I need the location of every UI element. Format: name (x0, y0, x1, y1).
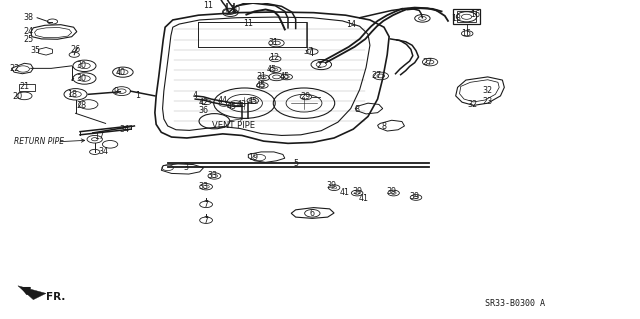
Text: 38: 38 (24, 13, 34, 22)
Text: 37: 37 (303, 47, 314, 56)
Text: FR.: FR. (46, 292, 65, 302)
Text: 1: 1 (135, 91, 140, 100)
Text: 14: 14 (346, 19, 356, 29)
Text: 7: 7 (204, 200, 209, 209)
Text: 22: 22 (9, 64, 19, 73)
Text: 45: 45 (256, 81, 266, 90)
Text: 39: 39 (410, 192, 420, 201)
Text: 41: 41 (358, 194, 369, 203)
Text: 19: 19 (248, 153, 258, 162)
Text: 21: 21 (19, 82, 29, 91)
Text: 7: 7 (204, 216, 209, 225)
Text: 45: 45 (248, 97, 258, 106)
Text: 24: 24 (24, 27, 34, 36)
Text: 27: 27 (371, 71, 381, 80)
Text: 10: 10 (230, 5, 241, 14)
Text: 20: 20 (13, 92, 23, 101)
Text: RETURN PIPE: RETURN PIPE (14, 137, 64, 146)
Text: 41: 41 (339, 188, 349, 197)
Text: 4: 4 (193, 91, 198, 100)
Text: 11: 11 (203, 1, 213, 10)
Text: 31: 31 (256, 72, 266, 81)
Text: 35: 35 (30, 46, 40, 55)
Text: 8: 8 (355, 105, 360, 114)
Text: 25: 25 (24, 35, 34, 44)
Text: 39: 39 (326, 181, 337, 190)
Text: 32: 32 (483, 86, 493, 95)
Text: 33: 33 (198, 182, 209, 191)
Text: SR33-B0300 A: SR33-B0300 A (485, 299, 545, 308)
Text: 39: 39 (352, 187, 362, 196)
Polygon shape (18, 286, 46, 300)
Text: 45: 45 (280, 72, 290, 81)
Text: 3: 3 (183, 163, 188, 172)
Text: 13: 13 (451, 14, 461, 24)
Text: 15: 15 (461, 29, 471, 38)
Text: 31: 31 (269, 38, 279, 47)
Text: 40: 40 (115, 68, 125, 77)
Text: 11: 11 (243, 19, 253, 28)
Text: 45: 45 (267, 65, 277, 74)
Text: 29: 29 (301, 92, 311, 101)
Text: 45: 45 (227, 102, 237, 111)
Text: 28: 28 (77, 101, 87, 110)
Text: 27: 27 (422, 57, 433, 67)
Text: 2: 2 (316, 61, 321, 70)
Text: 33: 33 (207, 171, 218, 181)
Text: 30: 30 (77, 61, 87, 70)
Text: 18: 18 (67, 91, 77, 100)
Text: VENT PIPE: VENT PIPE (212, 121, 255, 130)
Text: 9: 9 (114, 87, 119, 96)
Text: 42: 42 (198, 98, 209, 107)
Text: 30: 30 (77, 74, 87, 83)
Text: 34: 34 (120, 125, 130, 134)
Text: 43: 43 (237, 100, 247, 109)
Text: 39: 39 (387, 187, 397, 196)
Text: 6: 6 (310, 210, 315, 219)
Text: 5: 5 (293, 159, 298, 168)
Text: 26: 26 (70, 45, 81, 54)
Text: 23: 23 (483, 97, 493, 106)
Text: 44: 44 (218, 95, 228, 105)
Text: 12: 12 (269, 53, 279, 63)
Text: 34: 34 (99, 147, 109, 156)
Text: 8: 8 (381, 122, 387, 131)
Text: 16: 16 (470, 10, 480, 19)
Text: 32: 32 (467, 100, 477, 109)
Text: 17: 17 (94, 131, 104, 141)
Text: 36: 36 (198, 106, 209, 115)
